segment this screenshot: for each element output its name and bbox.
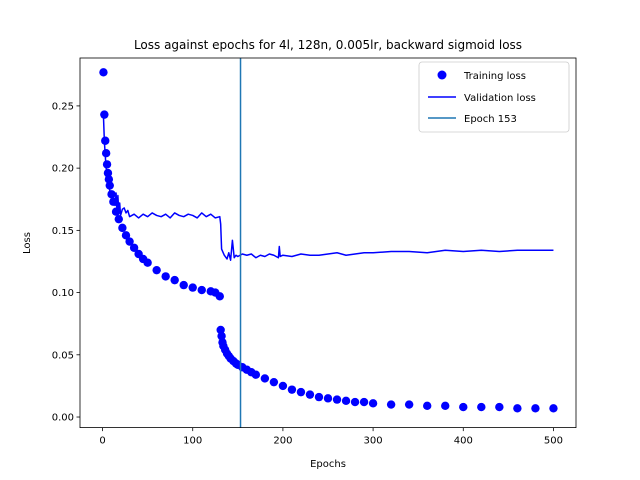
legend-training-marker: [437, 70, 447, 80]
training-loss-point: [109, 197, 118, 206]
y-tick-label: 0.10: [52, 288, 74, 299]
training-loss-point: [101, 136, 110, 145]
training-loss-point: [99, 68, 108, 77]
training-loss-point: [100, 110, 109, 119]
training-loss-point: [103, 168, 113, 178]
legend-box: [418, 61, 570, 133]
chart-title: Loss against epochs for 4l, 128n, 0.005l…: [134, 38, 522, 52]
legend-epoch-label: Epoch 153: [464, 114, 517, 125]
training-loss-point: [332, 395, 342, 404]
training-loss-point: [114, 214, 123, 224]
x-tick-label: 300: [364, 436, 383, 447]
y-axis-label: Loss: [22, 232, 33, 254]
training-loss-point: [105, 181, 114, 190]
training-loss-point: [341, 396, 351, 406]
training-loss-point: [287, 385, 297, 394]
training-loss-point: [368, 399, 378, 408]
training-loss-point: [549, 404, 558, 413]
training-loss-point: [179, 280, 188, 290]
training-loss-point: [495, 402, 504, 412]
training-loss-point: [359, 397, 369, 407]
training-loss-point: [423, 401, 432, 411]
y-tick-label: 0.25: [52, 101, 74, 112]
y-tick-label: 0.20: [52, 164, 74, 175]
training-loss-point: [404, 400, 414, 409]
training-loss-point: [125, 237, 134, 246]
y-tick-label: 0.15: [52, 226, 74, 237]
training-loss-point: [129, 243, 139, 252]
x-axis: 0 100 200 300 400 500: [99, 427, 563, 447]
training-loss-point: [111, 207, 121, 216]
training-loss-point: [386, 400, 396, 409]
training-loss-point: [260, 374, 270, 383]
training-loss-point: [104, 175, 114, 184]
training-loss-point: [107, 190, 116, 199]
x-tick-label: 400: [454, 436, 473, 447]
x-tick-label: 500: [544, 436, 563, 447]
plot-frame: [79, 57, 577, 429]
y-axis: 0.00 0.05 0.10 0.15 0.20 0.25: [52, 101, 80, 424]
training-loss-point: [296, 387, 306, 397]
training-loss-point: [215, 292, 224, 301]
training-loss-point: [143, 258, 152, 267]
training-loss-point: [188, 283, 197, 292]
training-loss-point: [305, 390, 315, 399]
training-loss-point: [251, 370, 261, 379]
training-loss-point: [350, 397, 360, 407]
training-loss-point: [217, 331, 226, 341]
training-loss-point: [513, 404, 522, 413]
training-loss-point: [323, 394, 333, 403]
training-loss-point: [477, 402, 486, 412]
training-loss-point: [101, 149, 111, 158]
plot-area: [99, 58, 558, 428]
training-loss-point: [102, 160, 112, 169]
training-loss-point: [459, 402, 468, 412]
training-loss-point: [121, 231, 131, 240]
training-loss-point: [441, 401, 450, 411]
x-axis-label: Epochs: [310, 459, 346, 470]
training-loss-point: [216, 325, 225, 335]
training-loss-point: [152, 265, 161, 275]
legend-training-label: Training loss: [463, 71, 526, 82]
legend-validation-label: Validation loss: [464, 93, 536, 104]
training-loss-point: [314, 392, 324, 402]
training-loss-point: [197, 285, 206, 295]
legend: Training loss Validation loss Epoch 153: [418, 61, 570, 133]
y-tick-label: 0.00: [52, 413, 74, 424]
training-loss-point: [531, 404, 540, 413]
y-tick-label: 0.05: [52, 350, 74, 361]
training-loss-point: [278, 381, 288, 391]
x-tick-label: 100: [183, 436, 202, 447]
x-tick-label: 200: [273, 436, 292, 447]
training-loss-point: [170, 275, 179, 285]
training-loss-point: [161, 272, 170, 281]
training-loss-point: [269, 377, 279, 387]
x-tick-label: 0: [99, 436, 105, 447]
training-loss-point: [118, 223, 127, 233]
